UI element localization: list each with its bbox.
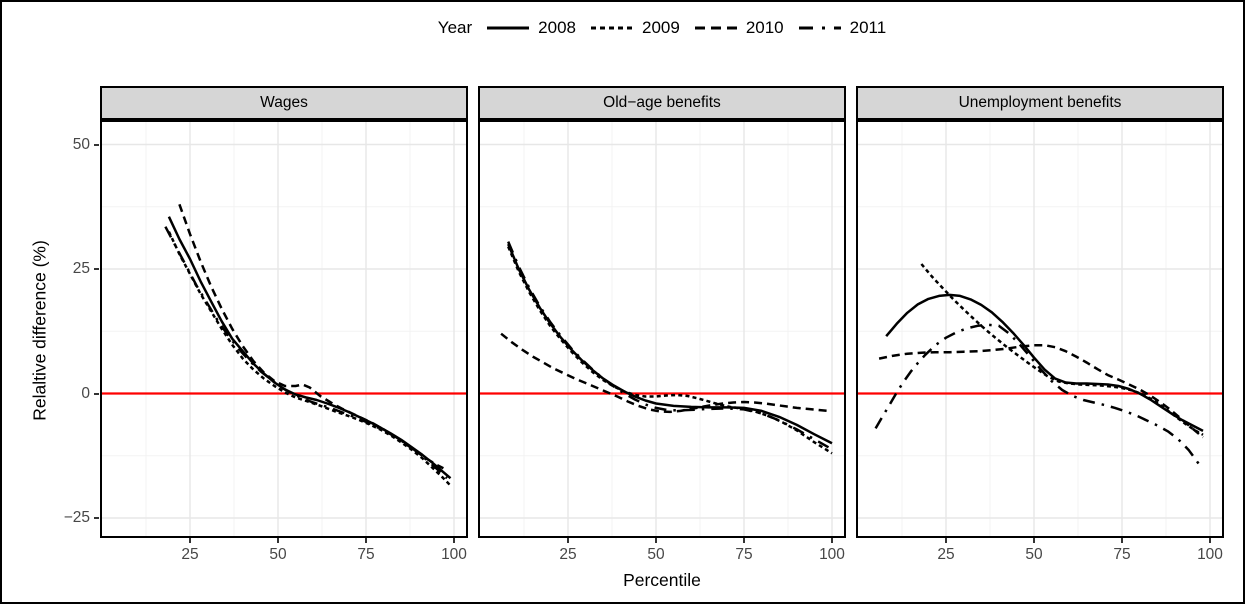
series-line-2010 <box>878 343 1204 439</box>
x-tick-label: 75 <box>735 546 753 563</box>
x-tick-mark <box>1121 538 1123 543</box>
y-axis-title: Relaltive difference (%) <box>29 240 50 421</box>
x-tick-label: 25 <box>559 546 577 563</box>
panel-border <box>478 120 846 538</box>
facet-strip-label: Wages <box>260 94 308 111</box>
facet-panel <box>100 120 468 538</box>
facet-strip-label: Old−age benefits <box>603 94 721 111</box>
legend-label: 2009 <box>641 18 680 37</box>
legend: Year 2008 2009 2010 2011 <box>100 14 1224 42</box>
x-tick-mark <box>655 538 657 543</box>
legend-title: Year <box>437 18 473 37</box>
x-tick-mark <box>453 538 455 543</box>
panel-border <box>856 120 1224 538</box>
legend-line-sample-icon <box>487 26 530 30</box>
y-tick-label: 25 <box>72 260 90 277</box>
facet-strip: Old−age benefits <box>478 86 846 120</box>
y-tick-label: 0 <box>81 384 90 402</box>
x-tick-mark <box>189 538 191 543</box>
y-tick-mark <box>94 517 99 519</box>
x-tick-mark <box>567 538 569 543</box>
x-tick-label: 25 <box>181 546 199 563</box>
legend-label: 2010 <box>745 18 784 37</box>
x-tick-mark <box>1033 538 1035 543</box>
facet-strip: Unemployment benefits <box>856 86 1224 120</box>
facet-strip-label: Unemployment benefits <box>958 94 1122 111</box>
facet-panel <box>856 120 1224 538</box>
x-tick-label: 100 <box>819 546 845 563</box>
series-line-2011 <box>874 323 1201 466</box>
x-tick-mark <box>831 538 833 543</box>
y-tick-mark <box>94 143 99 146</box>
y-tick-mark <box>94 268 99 270</box>
legend-item-2010: 2010 <box>693 18 784 38</box>
legend-item-2008: 2008 <box>485 18 576 38</box>
series-line-2011 <box>507 241 830 449</box>
series-line-2011 <box>164 226 448 480</box>
x-tick-label: 25 <box>937 546 955 563</box>
legend-line-sample-icon <box>590 26 633 30</box>
x-axis-title: Percentile <box>623 570 701 590</box>
y-tick-label: −25 <box>63 509 90 526</box>
facet-panel <box>478 120 846 538</box>
x-tick-label: 75 <box>357 546 375 563</box>
legend-line-sample-icon <box>798 26 841 30</box>
legend-item-2011: 2011 <box>797 18 887 38</box>
panel-border <box>100 120 468 538</box>
x-tick-mark <box>365 538 367 543</box>
series-line-2010 <box>178 203 444 470</box>
y-tick-mark <box>94 392 99 395</box>
x-tick-label: 75 <box>1113 546 1131 563</box>
y-tick-label: 50 <box>72 135 90 153</box>
x-tick-mark <box>945 538 947 543</box>
series-line-2010 <box>500 332 829 414</box>
legend-item-2009: 2009 <box>589 18 680 38</box>
x-tick-label: 50 <box>647 546 665 563</box>
legend-line-sample-icon <box>694 26 737 30</box>
x-tick-mark <box>1209 538 1211 543</box>
facet-strip: Wages <box>100 86 468 120</box>
x-tick-label: 50 <box>1025 546 1043 563</box>
x-tick-label: 50 <box>269 546 287 563</box>
x-tick-label: 100 <box>1197 546 1223 563</box>
x-tick-label: 100 <box>441 546 467 563</box>
legend-label: 2008 <box>538 18 576 37</box>
legend-label: 2011 <box>849 18 887 37</box>
x-tick-mark <box>277 538 279 543</box>
x-tick-mark <box>743 538 745 543</box>
